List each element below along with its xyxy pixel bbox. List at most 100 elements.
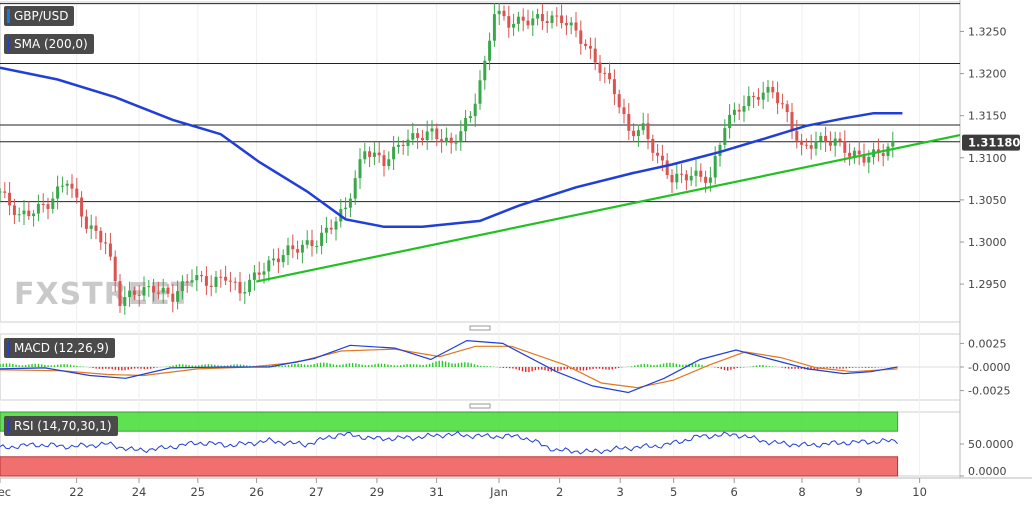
rsi-y-tick-label: 50.0000 <box>968 438 1014 451</box>
y-tick-label: 1.3100 <box>968 152 1007 165</box>
candle-body <box>636 130 640 137</box>
candle-body <box>377 152 381 156</box>
candle-body <box>252 272 256 280</box>
candle-body <box>843 141 847 153</box>
candle-body <box>785 104 789 113</box>
candle-body <box>612 79 616 95</box>
candle-body <box>689 175 693 181</box>
candle-body <box>185 281 189 283</box>
candle-body <box>118 281 122 306</box>
rsi-line <box>0 431 898 455</box>
candle-body <box>104 242 108 244</box>
macd-y-tick-label: -0.0025 <box>968 385 1010 398</box>
candle-body <box>108 243 112 257</box>
x-tick-label: 9 <box>855 485 862 499</box>
candle-body <box>444 137 448 143</box>
candle-body <box>584 43 588 46</box>
candle-body <box>382 155 386 166</box>
candle-body <box>46 204 50 209</box>
y-tick-label: 1.3000 <box>968 236 1007 249</box>
candle-body <box>723 128 727 145</box>
candle-body <box>512 23 516 28</box>
candle-body <box>0 191 2 193</box>
candle-body <box>752 96 756 98</box>
candle-body <box>32 213 36 217</box>
x-tick-label: Jan <box>489 485 508 499</box>
candle-body <box>12 205 16 216</box>
candle-body <box>267 260 271 272</box>
candle-body <box>497 10 501 15</box>
candle-body <box>651 138 655 153</box>
candle-body <box>665 160 669 176</box>
y-tick-label: 1.3150 <box>968 110 1007 123</box>
candle-body <box>507 16 511 28</box>
candle-body <box>848 152 852 157</box>
candle-body <box>790 112 794 131</box>
candle-body <box>440 139 444 143</box>
candle-body <box>862 154 866 163</box>
candle-body <box>147 286 151 288</box>
candle-body <box>228 280 232 282</box>
candle-body <box>329 227 333 230</box>
candle-body <box>526 20 530 26</box>
candle-body <box>94 225 98 231</box>
x-tick-label: 3 <box>617 485 624 499</box>
candle-body <box>761 92 765 100</box>
sma-200-line <box>0 66 903 229</box>
candle-body <box>358 159 362 179</box>
y-tick-label: 1.3250 <box>968 25 1007 38</box>
candle-body <box>540 14 544 22</box>
candle-body <box>320 232 324 246</box>
candle-body <box>819 135 823 142</box>
candle-body <box>574 22 578 31</box>
rsi-oversold-zone <box>0 456 899 477</box>
candle-body <box>209 285 213 287</box>
candle-body <box>627 114 631 131</box>
candle-body <box>737 109 741 112</box>
macd-histogram <box>0 360 896 373</box>
candle-body <box>17 214 21 216</box>
candle-body <box>833 138 837 146</box>
candle-body <box>411 133 415 140</box>
candle-body <box>430 128 434 132</box>
candle-body <box>516 16 520 24</box>
candle-body <box>603 72 607 74</box>
price-panel-frame <box>0 1 961 323</box>
x-tick-label: 24 <box>132 485 147 499</box>
candle-body <box>324 227 328 233</box>
candle-body <box>756 97 760 100</box>
candle-body <box>372 152 376 157</box>
candle-body <box>190 280 194 283</box>
candle-body <box>334 221 338 230</box>
candle-body <box>70 183 74 189</box>
last-price-tag <box>962 134 1020 151</box>
candle-body <box>675 173 679 183</box>
candle-body <box>132 290 136 295</box>
candle-body <box>99 230 103 243</box>
candle-body <box>84 216 88 229</box>
candle-body <box>224 276 228 281</box>
candle-body <box>281 255 285 263</box>
candle-body <box>838 138 842 142</box>
x-tick-label: 10 <box>912 485 927 499</box>
candle-body <box>699 170 703 177</box>
candle-body <box>363 151 367 160</box>
candle-body <box>464 118 468 132</box>
candle-body <box>387 159 391 166</box>
candle-body <box>219 276 223 278</box>
candle-body <box>857 150 861 155</box>
candle-body <box>243 292 247 294</box>
candle-body <box>449 137 453 144</box>
candle-body <box>867 156 871 163</box>
candle-body <box>886 146 890 156</box>
x-tick-label: 31 <box>429 485 444 499</box>
candle-body <box>310 240 314 247</box>
y-tick-label: 1.2950 <box>968 278 1007 291</box>
candle-body <box>65 183 69 186</box>
uptrend-line <box>256 133 961 283</box>
candle-body <box>22 210 26 215</box>
candle-body <box>483 60 487 81</box>
y-tick-label: 1.3200 <box>968 68 1007 81</box>
macd-label: MACD (12,26,9) <box>4 338 115 358</box>
